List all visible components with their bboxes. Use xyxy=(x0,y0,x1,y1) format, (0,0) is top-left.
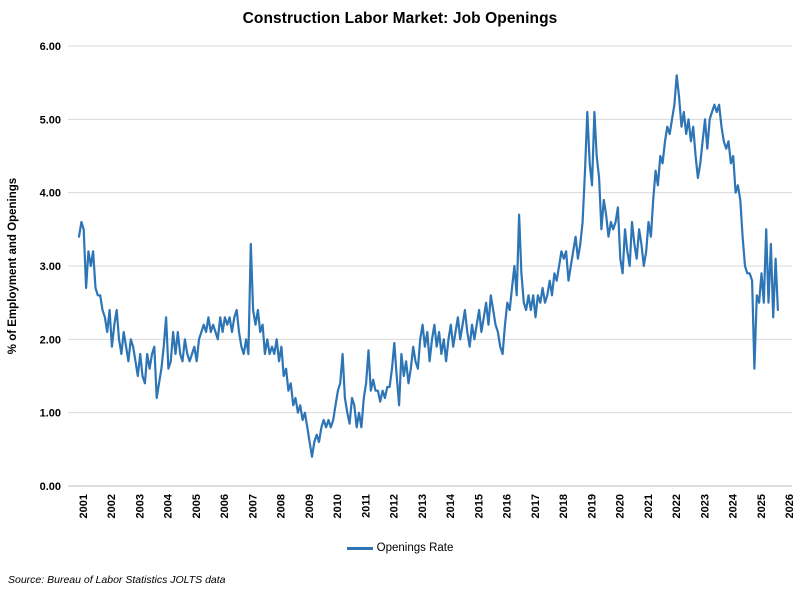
svg-text:2016: 2016 xyxy=(502,494,514,518)
svg-text:2014: 2014 xyxy=(445,493,457,518)
svg-text:5.00: 5.00 xyxy=(40,114,61,126)
svg-text:3.00: 3.00 xyxy=(40,261,61,273)
svg-text:2013: 2013 xyxy=(417,494,429,518)
svg-text:2025: 2025 xyxy=(756,494,768,518)
svg-text:2017: 2017 xyxy=(530,494,542,518)
svg-text:2008: 2008 xyxy=(276,494,288,518)
svg-text:0.00: 0.00 xyxy=(40,481,61,493)
svg-text:2004: 2004 xyxy=(163,493,175,518)
svg-text:2010: 2010 xyxy=(332,494,344,518)
svg-text:4.00: 4.00 xyxy=(40,188,61,200)
svg-text:2022: 2022 xyxy=(671,494,683,518)
svg-text:2002: 2002 xyxy=(106,494,118,518)
svg-text:2019: 2019 xyxy=(586,494,598,518)
legend: Openings Rate xyxy=(0,540,800,556)
source-note: Source: Bureau of Labor Statistics JOLTS… xyxy=(8,574,226,586)
svg-text:2003: 2003 xyxy=(134,494,146,518)
svg-text:1.00: 1.00 xyxy=(40,408,61,420)
chart-title: Construction Labor Market: Job Openings xyxy=(242,10,558,27)
svg-text:2006: 2006 xyxy=(219,494,231,518)
svg-text:2015: 2015 xyxy=(473,494,485,518)
svg-text:2024: 2024 xyxy=(728,493,740,518)
svg-text:2012: 2012 xyxy=(389,494,401,518)
svg-text:2020: 2020 xyxy=(615,494,627,518)
svg-text:2011: 2011 xyxy=(360,494,372,518)
svg-text:2021: 2021 xyxy=(643,494,655,518)
svg-text:2009: 2009 xyxy=(304,494,316,518)
svg-text:2018: 2018 xyxy=(558,494,570,518)
svg-text:2007: 2007 xyxy=(247,494,259,518)
svg-text:2001: 2001 xyxy=(78,494,90,518)
svg-text:2005: 2005 xyxy=(191,494,203,518)
legend-label: Openings Rate xyxy=(376,542,454,554)
svg-text:2023: 2023 xyxy=(699,494,711,518)
legend-line-swatch xyxy=(346,546,373,550)
svg-text:2.00: 2.00 xyxy=(40,334,61,346)
svg-text:2026: 2026 xyxy=(784,494,796,518)
svg-text:6.00: 6.00 xyxy=(40,41,61,53)
